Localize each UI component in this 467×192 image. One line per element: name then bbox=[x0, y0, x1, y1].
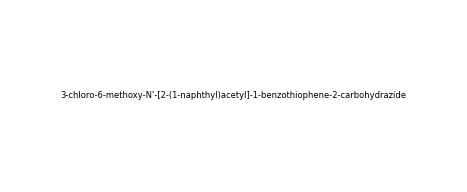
Text: 3-chloro-6-methoxy-N'-[2-(1-naphthyl)acetyl]-1-benzothiophene-2-carbohydrazide: 3-chloro-6-methoxy-N'-[2-(1-naphthyl)ace… bbox=[61, 92, 406, 100]
